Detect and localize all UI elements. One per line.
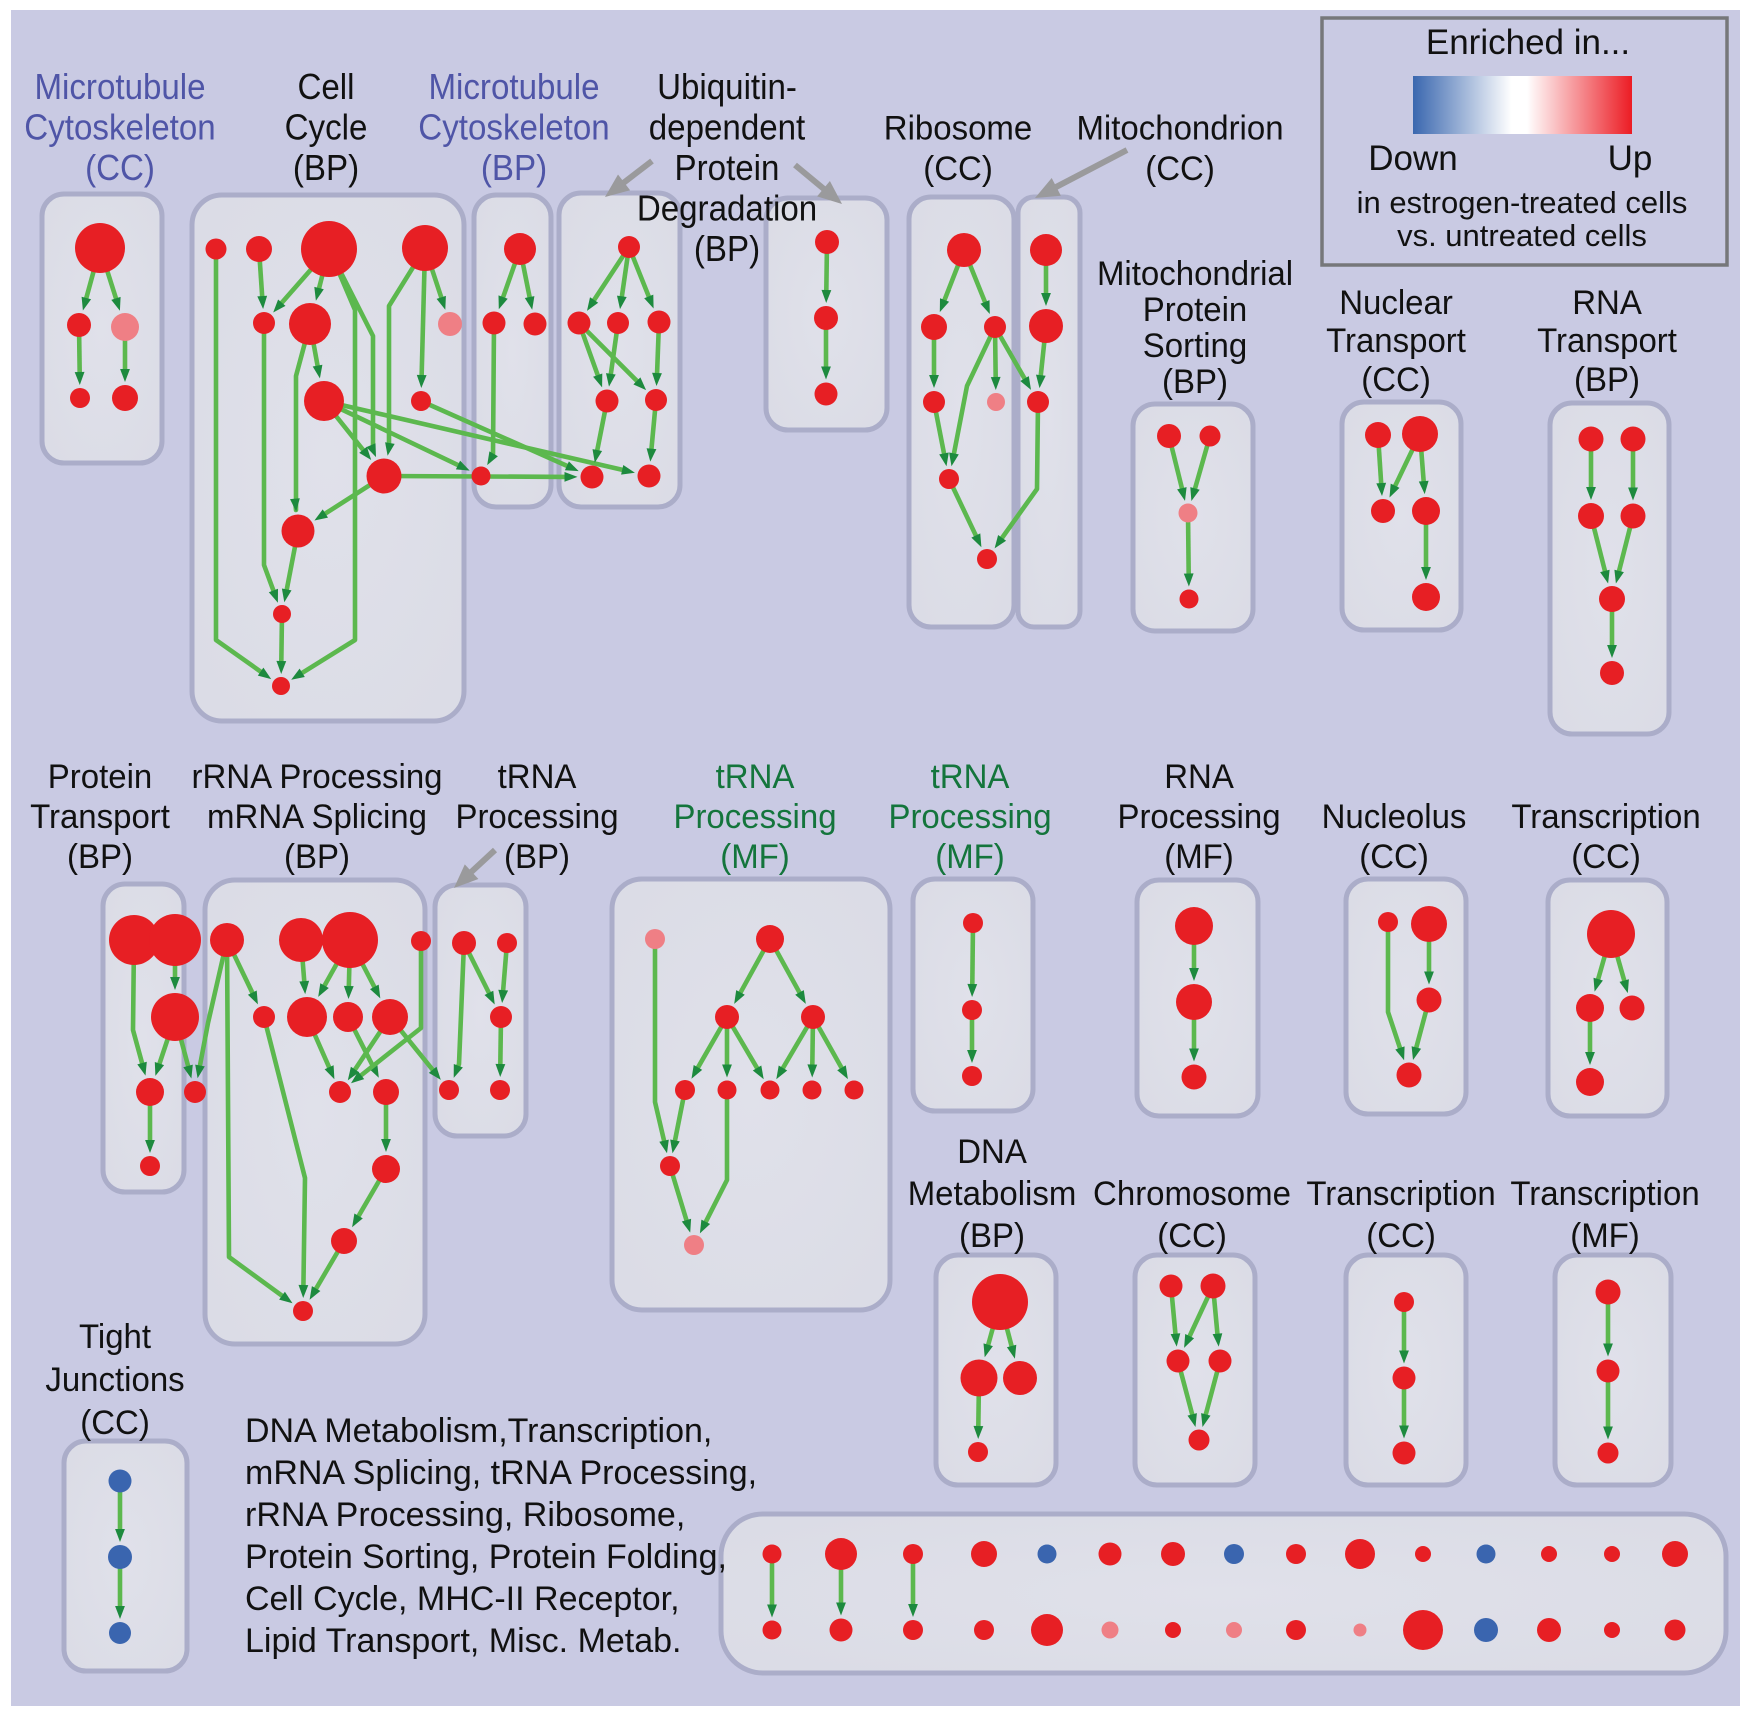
svg-text:tRNA: tRNA	[498, 759, 577, 797]
svg-text:(MF): (MF)	[1164, 839, 1234, 877]
svg-text:(CC): (CC)	[85, 149, 155, 189]
svg-text:(BP): (BP)	[1162, 364, 1228, 402]
svg-text:DNA Metabolism,Transcription,: DNA Metabolism,Transcription,	[245, 1412, 712, 1450]
svg-text:Degradation: Degradation	[637, 189, 817, 229]
svg-text:(MF): (MF)	[720, 839, 790, 877]
svg-text:(BP): (BP)	[959, 1218, 1025, 1256]
svg-text:Processing: Processing	[1117, 799, 1280, 837]
svg-text:Transport: Transport	[1537, 323, 1678, 361]
svg-text:Transport: Transport	[1326, 323, 1467, 361]
svg-text:Nucleolus: Nucleolus	[1322, 799, 1467, 837]
svg-text:Chromosome: Chromosome	[1093, 1176, 1291, 1214]
svg-text:(CC): (CC)	[1359, 839, 1429, 877]
svg-text:(CC): (CC)	[1571, 839, 1641, 877]
svg-text:tRNA: tRNA	[931, 759, 1010, 797]
svg-text:in estrogen-treated cells: in estrogen-treated cells	[1357, 185, 1688, 220]
svg-text:(BP): (BP)	[67, 839, 133, 877]
svg-text:Protein: Protein	[675, 149, 780, 189]
svg-text:Ubiquitin-: Ubiquitin-	[657, 68, 797, 108]
svg-text:Down: Down	[1368, 139, 1457, 178]
svg-text:Mitochondrial: Mitochondrial	[1097, 256, 1293, 294]
svg-text:Mitochondrion: Mitochondrion	[1076, 110, 1283, 148]
svg-text:(BP): (BP)	[293, 149, 359, 189]
svg-text:Processing: Processing	[888, 799, 1051, 837]
svg-text:(CC): (CC)	[923, 151, 993, 189]
svg-text:Transcription: Transcription	[1511, 799, 1700, 837]
svg-text:(BP): (BP)	[481, 149, 547, 189]
svg-text:Microtubule: Microtubule	[34, 68, 205, 108]
svg-text:Tight: Tight	[79, 1319, 152, 1357]
svg-text:Cycle: Cycle	[285, 108, 368, 148]
svg-text:Processing: Processing	[455, 799, 618, 837]
svg-text:Junctions: Junctions	[45, 1362, 184, 1400]
svg-text:dependent: dependent	[649, 108, 806, 148]
svg-text:Transcription: Transcription	[1306, 1176, 1495, 1214]
svg-text:Protein: Protein	[1143, 292, 1247, 330]
svg-text:(BP): (BP)	[504, 839, 570, 877]
svg-text:(MF): (MF)	[935, 839, 1005, 877]
svg-text:Ribosome: Ribosome	[884, 110, 1032, 148]
svg-text:Metabolism: Metabolism	[908, 1176, 1077, 1214]
svg-text:Protein Sorting, Protein Foldi: Protein Sorting, Protein Folding,	[245, 1538, 727, 1576]
svg-text:Cytoskeleton: Cytoskeleton	[24, 108, 215, 148]
svg-text:(CC): (CC)	[80, 1405, 150, 1443]
svg-text:RNA: RNA	[1572, 285, 1642, 323]
svg-text:tRNA: tRNA	[716, 759, 795, 797]
svg-text:Microtubule: Microtubule	[428, 68, 599, 108]
svg-text:mRNA Splicing, tRNA Processing: mRNA Splicing, tRNA Processing,	[245, 1454, 757, 1492]
svg-text:RNA: RNA	[1164, 759, 1234, 797]
svg-text:Sorting: Sorting	[1143, 328, 1247, 366]
svg-text:(CC): (CC)	[1145, 151, 1215, 189]
svg-text:Transcription: Transcription	[1510, 1176, 1699, 1214]
svg-text:(CC): (CC)	[1361, 362, 1431, 400]
svg-text:(CC): (CC)	[1157, 1218, 1227, 1256]
svg-text:rRNA Processing: rRNA Processing	[191, 759, 442, 797]
svg-text:Nuclear: Nuclear	[1339, 285, 1453, 323]
svg-text:mRNA Splicing: mRNA Splicing	[207, 799, 427, 837]
svg-text:Cell: Cell	[297, 68, 354, 108]
svg-text:DNA: DNA	[957, 1134, 1027, 1172]
svg-text:Protein: Protein	[48, 759, 152, 797]
svg-text:(BP): (BP)	[284, 839, 350, 877]
svg-text:Enriched in...: Enriched in...	[1426, 23, 1630, 62]
svg-text:Lipid Transport, Misc. Metab.: Lipid Transport, Misc. Metab.	[245, 1622, 682, 1660]
svg-text:rRNA Processing, Ribosome,: rRNA Processing, Ribosome,	[245, 1496, 685, 1534]
svg-text:vs. untreated cells: vs. untreated cells	[1397, 218, 1647, 253]
svg-text:Cytoskeleton: Cytoskeleton	[418, 108, 609, 148]
svg-text:(BP): (BP)	[694, 230, 760, 270]
svg-text:Cell Cycle, MHC-II Receptor,: Cell Cycle, MHC-II Receptor,	[245, 1580, 680, 1618]
svg-text:(CC): (CC)	[1366, 1218, 1436, 1256]
svg-text:Transport: Transport	[30, 799, 171, 837]
svg-text:Up: Up	[1608, 139, 1653, 178]
svg-text:Processing: Processing	[673, 799, 836, 837]
svg-text:(MF): (MF)	[1570, 1218, 1640, 1256]
svg-text:(BP): (BP)	[1574, 362, 1640, 400]
